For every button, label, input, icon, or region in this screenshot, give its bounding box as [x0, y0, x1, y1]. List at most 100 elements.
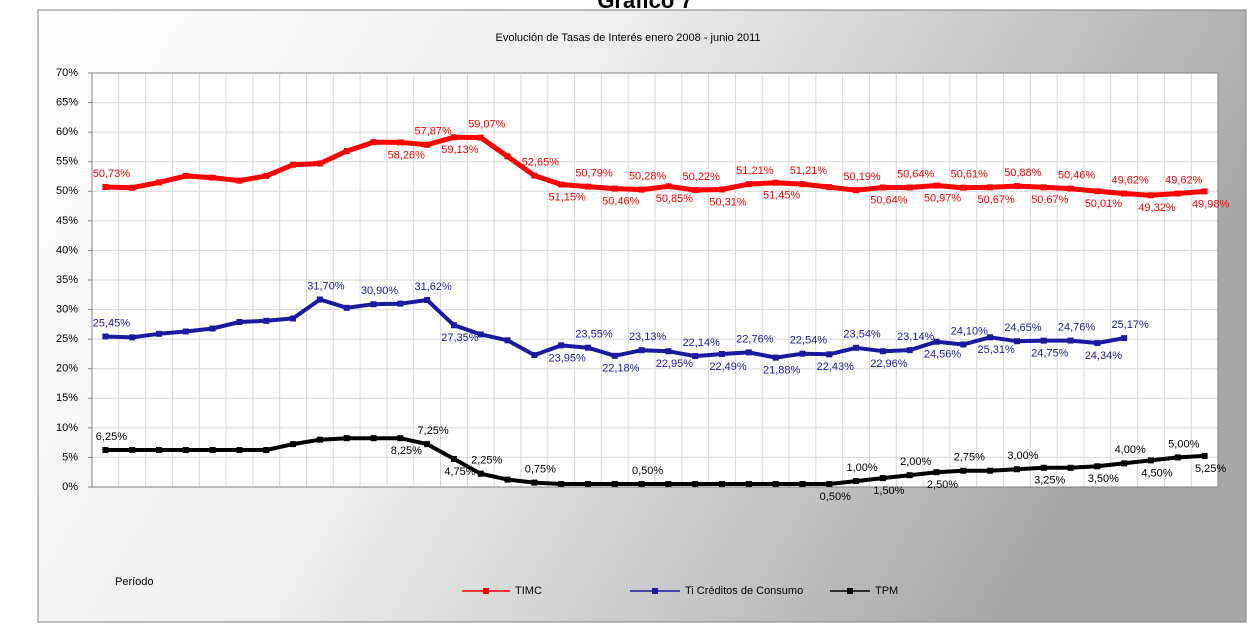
- point-marker: [906, 472, 913, 479]
- y-tick-label: 55%: [56, 156, 78, 168]
- point-marker: [397, 435, 404, 442]
- y-tick-label: 30%: [56, 303, 78, 315]
- data-label: 30,90%: [361, 285, 399, 297]
- data-label: 24,10%: [951, 325, 989, 337]
- data-label: 50,85%: [656, 193, 694, 205]
- y-tick-label: 60%: [56, 126, 78, 138]
- point-marker: [290, 315, 297, 322]
- data-label: 22,95%: [656, 358, 694, 370]
- data-label: 49,98%: [1192, 198, 1230, 210]
- data-label: 59,13%: [441, 144, 479, 156]
- data-label: 23,14%: [897, 331, 935, 343]
- point-marker: [719, 481, 726, 488]
- data-label: 50,28%: [629, 171, 667, 183]
- point-marker: [397, 300, 404, 307]
- point-marker: [531, 172, 538, 179]
- point-marker: [531, 352, 538, 359]
- data-label: 22,14%: [683, 337, 721, 349]
- data-label: 50,97%: [924, 192, 962, 204]
- point-marker: [879, 184, 886, 191]
- point-marker: [236, 318, 243, 325]
- legend-label: TIMC: [515, 585, 542, 597]
- point-marker: [853, 478, 860, 485]
- point-marker: [933, 338, 940, 345]
- point-marker: [316, 436, 323, 443]
- point-marker: [611, 481, 618, 488]
- x-axis-label: Período: [115, 576, 154, 588]
- point-marker: [719, 186, 726, 193]
- point-marker: [933, 182, 940, 189]
- legend-marker: [847, 588, 853, 594]
- data-label: 51,21%: [736, 165, 774, 177]
- point-marker: [745, 181, 752, 188]
- point-marker: [156, 179, 163, 186]
- point-marker: [1201, 452, 1208, 459]
- chart-subtitle: Evolución de Tasas de Interés enero 2008…: [496, 32, 761, 44]
- data-label: 0,50%: [632, 465, 663, 477]
- point-marker: [665, 183, 672, 190]
- legend-label: Ti Créditos de Consumo: [685, 585, 803, 597]
- point-marker: [772, 481, 779, 488]
- data-label: 21,88%: [763, 365, 801, 377]
- data-label: 2,50%: [927, 479, 958, 491]
- data-label: 24,76%: [1058, 321, 1096, 333]
- point-marker: [772, 179, 779, 186]
- point-marker: [102, 333, 109, 340]
- point-marker: [477, 134, 484, 141]
- point-marker: [799, 481, 806, 488]
- point-marker: [504, 476, 511, 483]
- data-label: 1,00%: [846, 462, 877, 474]
- point-marker: [1147, 457, 1154, 464]
- point-marker: [692, 481, 699, 488]
- point-marker: [129, 447, 136, 454]
- data-label: 50,61%: [951, 169, 989, 181]
- point-marker: [1067, 185, 1074, 192]
- data-label: 50,88%: [1004, 167, 1042, 179]
- point-marker: [799, 181, 806, 188]
- data-label: 5,00%: [1168, 438, 1199, 450]
- data-label: 51,45%: [763, 190, 801, 202]
- point-marker: [290, 161, 297, 168]
- data-label: 1,50%: [873, 485, 904, 497]
- point-marker: [1094, 188, 1101, 195]
- point-marker: [584, 344, 591, 351]
- data-label: 31,70%: [307, 280, 345, 292]
- point-marker: [665, 481, 672, 488]
- y-tick-label: 20%: [56, 363, 78, 375]
- point-marker: [960, 341, 967, 348]
- point-marker: [987, 334, 994, 341]
- point-marker: [370, 301, 377, 308]
- point-marker: [1174, 454, 1181, 461]
- data-label: 50,19%: [843, 171, 881, 183]
- point-marker: [209, 325, 216, 332]
- point-marker: [450, 134, 457, 141]
- point-marker: [799, 350, 806, 357]
- point-marker: [504, 153, 511, 160]
- point-marker: [638, 186, 645, 193]
- y-tick-label: 50%: [56, 185, 78, 197]
- point-marker: [906, 184, 913, 191]
- data-label: 31,62%: [414, 281, 452, 293]
- point-marker: [504, 337, 511, 344]
- data-label: 3,50%: [1088, 473, 1119, 485]
- point-marker: [424, 441, 431, 448]
- point-marker: [370, 139, 377, 146]
- data-label: 25,45%: [93, 317, 131, 329]
- point-marker: [987, 184, 994, 191]
- data-label: 50,31%: [709, 196, 747, 208]
- data-label: 25,31%: [977, 344, 1015, 356]
- point-marker: [1174, 190, 1181, 197]
- point-marker: [826, 351, 833, 358]
- point-marker: [1040, 337, 1047, 344]
- data-label: 50,64%: [897, 168, 935, 180]
- point-marker: [263, 447, 270, 454]
- data-label: 49,32%: [1138, 202, 1176, 214]
- data-label: 58,26%: [388, 149, 426, 161]
- y-tick-label: 45%: [56, 215, 78, 227]
- point-marker: [209, 447, 216, 454]
- data-label: 5,25%: [1195, 463, 1226, 475]
- data-label: 23,95%: [549, 352, 587, 364]
- point-marker: [290, 441, 297, 448]
- point-marker: [236, 177, 243, 184]
- point-marker: [263, 317, 270, 324]
